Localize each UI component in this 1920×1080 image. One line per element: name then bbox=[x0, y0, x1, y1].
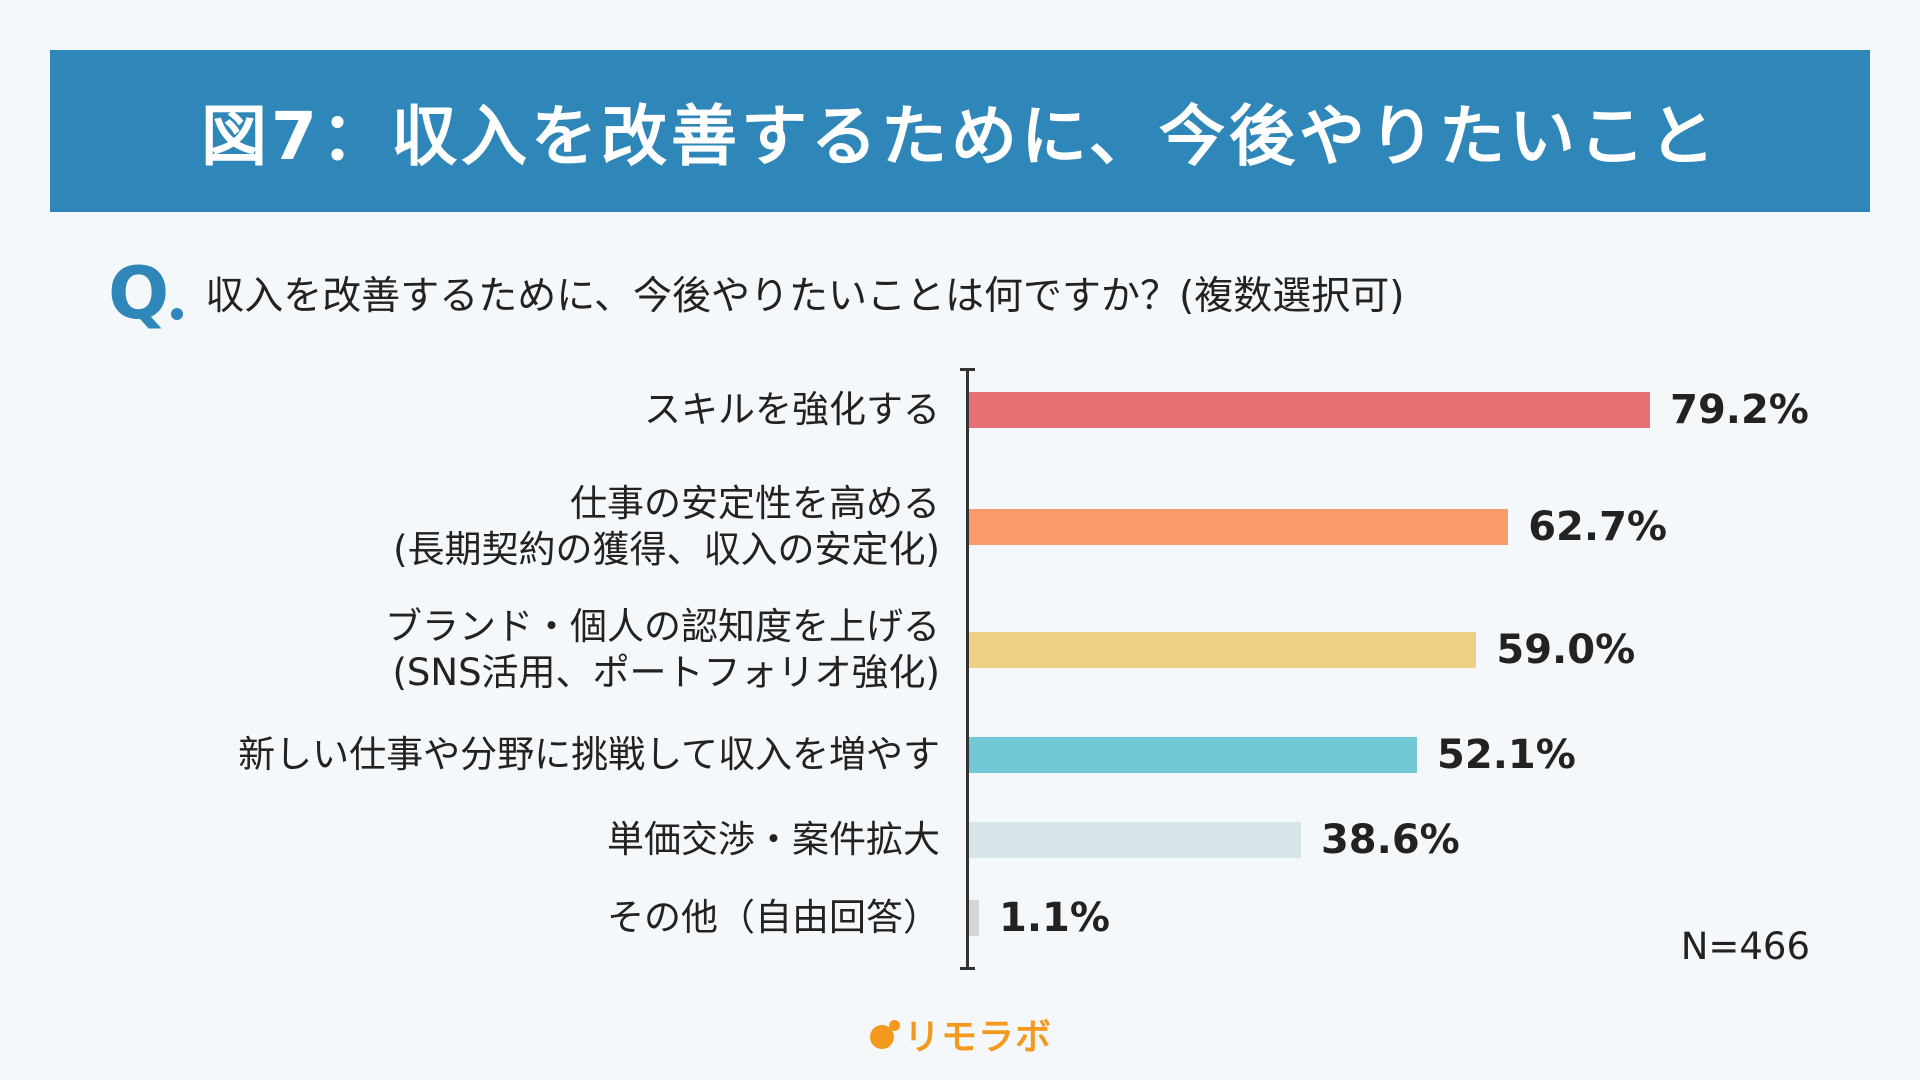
bar bbox=[969, 822, 1301, 858]
value-label: 62.7% bbox=[1528, 504, 1667, 550]
y-axis-bottom-tick bbox=[960, 967, 975, 970]
category-label-line: ブランド・個人の認知度を上げる bbox=[385, 605, 940, 648]
question-row: Q 収入を改善するために、今後やりたいことは何ですか？(複数選択可) bbox=[108, 251, 1405, 335]
category-label: 単価交渉・案件拡大 bbox=[607, 817, 940, 863]
bar bbox=[969, 737, 1418, 773]
category-label: スキルを強化する bbox=[644, 387, 940, 433]
category-label-line: (SNS活用、ポートフォリオ強化) bbox=[392, 651, 940, 694]
category-label: ブランド・個人の認知度を上げる (SNS活用、ポートフォリオ強化) bbox=[385, 604, 940, 696]
value-label: 52.1% bbox=[1437, 732, 1576, 778]
sample-size-note: N=466 bbox=[1680, 925, 1810, 968]
bar bbox=[969, 632, 1477, 668]
category-label-line: その他（自由回答） bbox=[607, 896, 940, 939]
bar bbox=[969, 392, 1651, 428]
logo-text: リモラボ bbox=[904, 1017, 1053, 1058]
chart-title: 図7：収入を改善するために、今後やりたいこと bbox=[201, 98, 1719, 175]
question-dot-icon bbox=[171, 308, 184, 320]
category-label-line: スキルを強化する bbox=[644, 388, 940, 431]
value-label: 79.2% bbox=[1670, 387, 1809, 433]
bar bbox=[969, 900, 979, 936]
category-label: その他（自由回答） bbox=[607, 895, 940, 941]
value-label: 59.0% bbox=[1496, 627, 1636, 673]
value-label: 1.1% bbox=[999, 895, 1110, 941]
y-axis-line bbox=[966, 368, 969, 970]
value-label: 38.6% bbox=[1320, 817, 1460, 863]
logo-dots-icon bbox=[870, 1019, 900, 1049]
brand-logo: リモラボ bbox=[870, 1008, 1052, 1060]
title-banner: 図7：収入を改善するために、今後やりたいこと bbox=[50, 50, 1870, 212]
question-text: 収入を改善するために、今後やりたいことは何ですか？(複数選択可) bbox=[205, 274, 1405, 319]
bar bbox=[969, 509, 1509, 545]
category-label-line: 新しい仕事や分野に挑戦して収入を増やす bbox=[238, 733, 940, 776]
category-label-line: (長期契約の獲得、収入の安定化) bbox=[393, 528, 940, 571]
category-label-line: 仕事の安定性を高める bbox=[570, 482, 940, 525]
category-label: 仕事の安定性を高める (長期契約の獲得、収入の安定化) bbox=[393, 481, 940, 573]
y-axis-top-tick bbox=[960, 368, 975, 371]
question-mark-icon: Q bbox=[108, 251, 170, 335]
category-label: 新しい仕事や分野に挑戦して収入を増やす bbox=[238, 732, 940, 778]
category-label-line: 単価交渉・案件拡大 bbox=[607, 818, 940, 861]
